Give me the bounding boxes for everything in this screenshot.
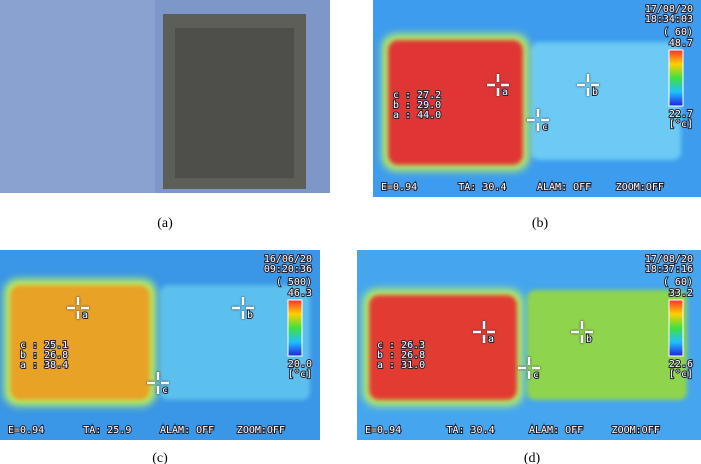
scale-min: 20.0 — [288, 359, 312, 370]
unit: [°c] — [288, 369, 312, 380]
marker-cross — [518, 357, 540, 379]
date: 16/06/20 — [264, 254, 312, 265]
scale-min: 22.6 — [669, 359, 693, 370]
marker-cross — [473, 321, 495, 343]
cold-sample — [160, 285, 310, 400]
reading: b : 26.8 — [377, 350, 425, 361]
marker-cross — [487, 74, 509, 96]
reading: a : 44.0 — [393, 110, 441, 121]
status: TA: 30.4 — [458, 182, 506, 193]
marker-label: b — [247, 310, 253, 321]
marker-label: b — [592, 87, 598, 98]
color-scale — [287, 299, 303, 357]
status: ALAM: OFF — [160, 425, 214, 436]
date: 17/08/20 — [645, 254, 693, 265]
scale-min: 22.7 — [669, 109, 693, 120]
reading: c : 26.3 — [377, 340, 425, 351]
unit: [°c] — [669, 369, 693, 380]
thermal-image — [373, 0, 701, 197]
time: 18:37:16 — [645, 264, 693, 275]
status: E=0.94 — [365, 425, 401, 436]
status: E=0.94 — [381, 182, 417, 193]
marker-cross — [577, 74, 599, 96]
hot-sample — [10, 285, 150, 400]
marker-cross — [147, 372, 169, 394]
scale-max: 48.7 — [669, 38, 693, 49]
status: ZOOM:OFF — [616, 182, 664, 193]
marker-label: a — [488, 334, 494, 345]
caption: (a) — [157, 216, 173, 231]
color-scale — [668, 299, 684, 357]
scale-max: 33.2 — [669, 288, 693, 299]
time: 18:34:03 — [645, 14, 693, 25]
status: TA: 25.9 — [83, 425, 131, 436]
marker-label: c — [162, 385, 168, 396]
range: ( 60) — [663, 27, 693, 38]
caption: (c) — [152, 451, 168, 464]
range: ( 60) — [663, 277, 693, 288]
status: ZOOM:OFF — [237, 425, 285, 436]
status: TA: 30.4 — [446, 425, 494, 436]
marker-label: a — [82, 310, 88, 321]
marker-cross — [571, 321, 593, 343]
color-scale — [668, 49, 684, 107]
marker-label: b — [586, 334, 592, 345]
marker-cross — [527, 109, 549, 131]
caption: (b) — [532, 216, 549, 231]
scale-max: 46.3 — [288, 288, 312, 299]
reading: a : 31.0 — [377, 360, 425, 371]
reading: a : 38.4 — [20, 360, 68, 371]
photo-panel — [0, 0, 330, 193]
reading: b : 26.8 — [20, 350, 68, 361]
marker-label: c — [542, 122, 548, 133]
status: E=0.94 — [8, 425, 44, 436]
status: ALAM: OFF — [529, 425, 583, 436]
caption: (d) — [524, 451, 541, 464]
cold-sample — [531, 42, 681, 160]
cold-sample — [527, 290, 687, 400]
plain-sample — [0, 0, 155, 193]
reading: b : 29.0 — [393, 100, 441, 111]
time: 09:20:36 — [264, 264, 312, 275]
marker-cross — [67, 297, 89, 319]
thermal-image — [0, 250, 320, 440]
hot-sample — [388, 40, 523, 165]
coated-sample-inner — [175, 28, 294, 178]
unit: [°c] — [669, 119, 693, 130]
range: ( 500) — [276, 277, 312, 288]
marker-label: c — [533, 370, 539, 381]
thermal-image — [357, 250, 701, 440]
reading: c : 25.1 — [20, 340, 68, 351]
reading: c : 27.2 — [393, 90, 441, 101]
status: ALAM: OFF — [537, 182, 591, 193]
hot-sample — [369, 295, 517, 400]
date: 17/08/20 — [645, 4, 693, 15]
marker-cross — [232, 297, 254, 319]
marker-label: a — [502, 87, 508, 98]
status: ZOOM:OFF — [612, 425, 660, 436]
